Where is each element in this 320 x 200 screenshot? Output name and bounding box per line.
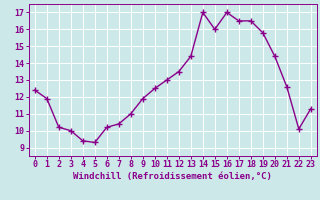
X-axis label: Windchill (Refroidissement éolien,°C): Windchill (Refroidissement éolien,°C) — [73, 172, 272, 181]
